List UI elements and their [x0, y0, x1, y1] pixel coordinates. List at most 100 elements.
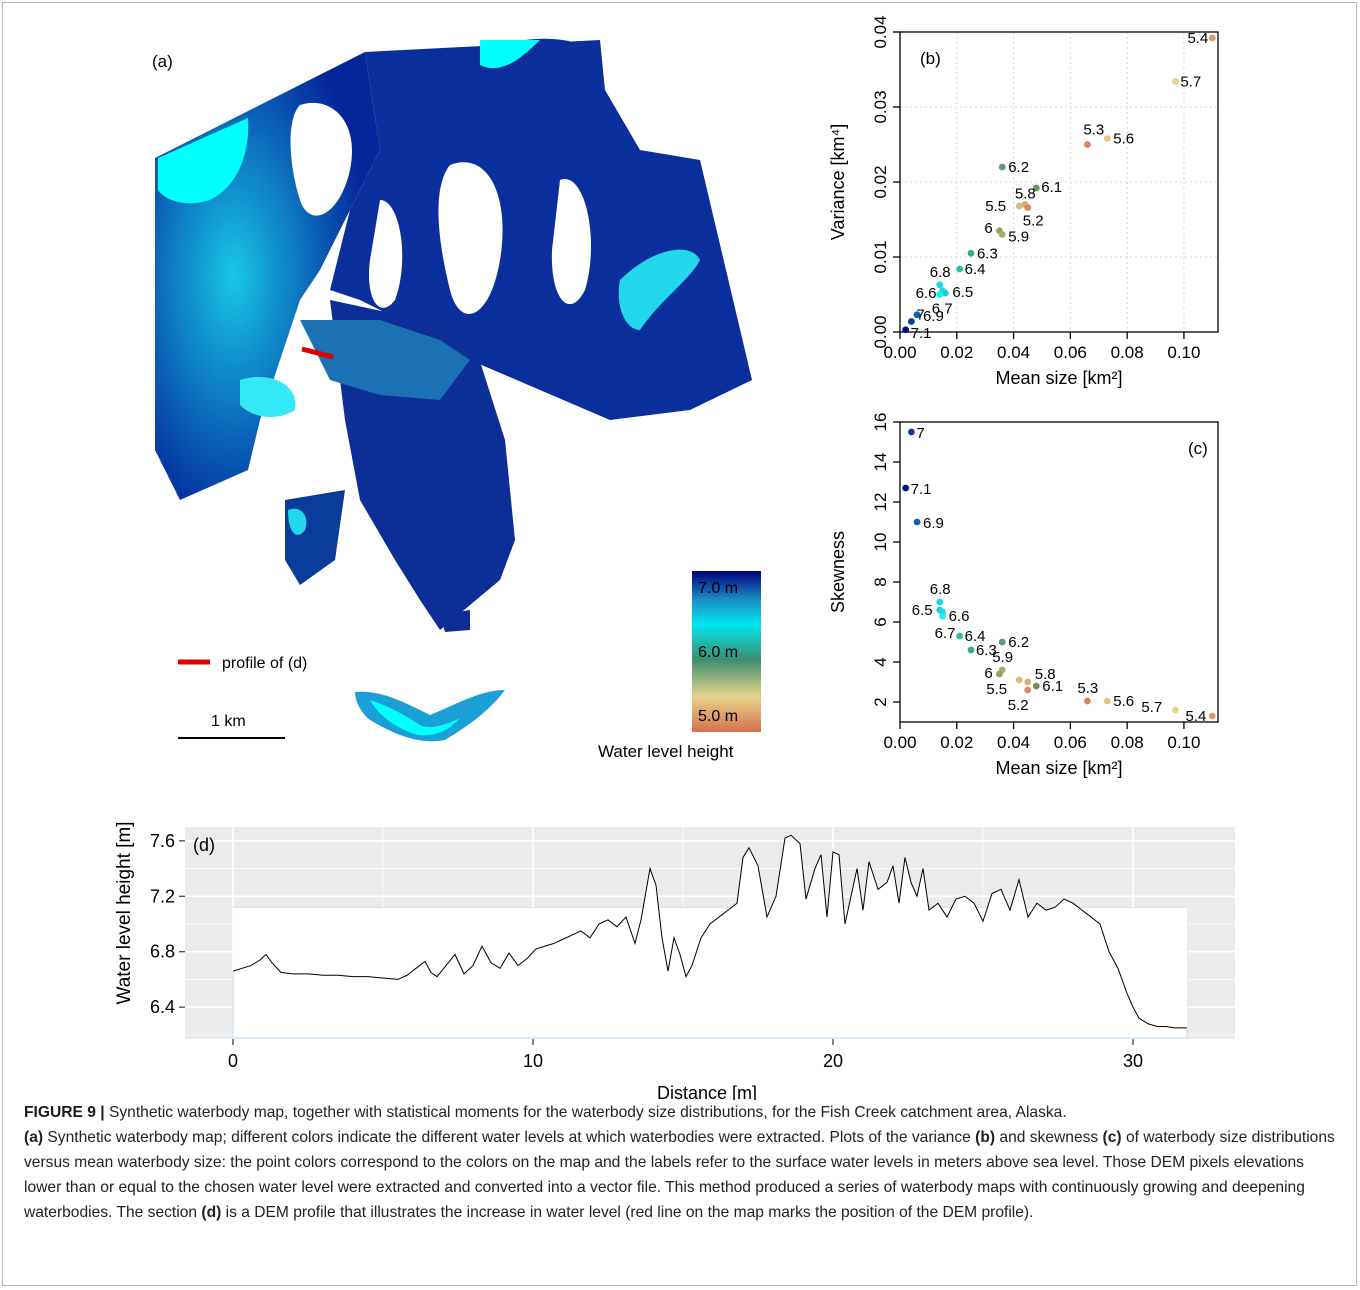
- chart-c-point-label-8: 6.3: [976, 642, 997, 659]
- caption-b-label: (b): [975, 1129, 996, 1146]
- chart-b-point-12: [956, 265, 964, 273]
- chart-b-xtick-label-4: 0.08: [1111, 343, 1144, 362]
- chart-b-point-16: [936, 291, 944, 298]
- profile-xtick-label-1: 10: [523, 1051, 543, 1071]
- chart-c-point-label-11: 6: [984, 665, 992, 682]
- chart-b-point-label-13: 6.8: [930, 264, 951, 281]
- chart-b-point-label-18: 7: [916, 307, 924, 324]
- colorbar-title: Water level height: [598, 742, 734, 761]
- chart-b-point-label-5: 6.1: [1041, 179, 1062, 196]
- chart-b-point-label-17: 6.9: [923, 308, 944, 325]
- caption-d-label: (d): [201, 1204, 222, 1221]
- scale-bar-label: 1 km: [211, 713, 246, 730]
- chart-c-point-15: [1032, 682, 1040, 690]
- chart-b-point-label-9: 6: [984, 220, 992, 237]
- chart-b-point-19: [902, 326, 910, 334]
- chart-b-point-label-7: 5.5: [985, 198, 1006, 215]
- profile-ytick-label-1: 6.8: [150, 942, 175, 962]
- chart-c-point-label-19: 5.4: [1185, 708, 1206, 725]
- chart-c-point-8: [967, 646, 975, 654]
- chart-c-ytick-label-4: 10: [871, 533, 890, 552]
- chart-c-point-label-7: 6.4: [965, 628, 986, 645]
- chart-b-point-17: [913, 311, 921, 319]
- map-dry-land-5: [520, 38, 600, 77]
- caption-a-text: Synthetic waterbody map; different color…: [43, 1129, 976, 1146]
- map-profile-line: [301, 346, 334, 360]
- chart-c-point-17: [1103, 697, 1111, 705]
- map-lake-northwest: [158, 118, 249, 204]
- skewness-scatter-chart: 0.00 0.02 0.04 0.06 0.08 0.10 2 4 6 8 10 12 14 16 Mean…: [828, 413, 1219, 778]
- profile-ytick-label-3: 7.6: [150, 831, 175, 851]
- chart-c-point-label-6: 6.7: [935, 625, 956, 642]
- chart-c-point-label-16: 5.3: [1077, 680, 1098, 697]
- legend-profile-label: profile of (d): [222, 655, 307, 672]
- map-waterbodies: [155, 38, 752, 742]
- chart-b-point-5: [1032, 184, 1040, 192]
- waterbody-map: (a) profile of (d) 1 km 7.0 m 6.0 m 5.0 …: [152, 38, 761, 761]
- chart-c-point-11: [995, 670, 1003, 678]
- colorbar-tick-7m: 7.0 m: [698, 580, 738, 597]
- chart-c-point-3: [936, 598, 944, 606]
- chart-b-point-7: [1015, 202, 1023, 210]
- chart-b-point-15: [942, 289, 949, 297]
- chart-c-point-6: [939, 612, 946, 620]
- profile-ground: [233, 835, 1187, 1039]
- chart-c-point-label-5: 6.6: [949, 608, 970, 625]
- chart-c-point-14: [1024, 686, 1032, 694]
- chart-b-xtick-label-0: 0.00: [883, 343, 916, 362]
- caption-c-label: (c): [1102, 1129, 1122, 1146]
- chart-c-point-13: [1024, 678, 1032, 686]
- chart-b-point-10: [998, 231, 1006, 238]
- caption-d-text: is a DEM profile that illustrates the in…: [221, 1204, 1034, 1221]
- chart-c-point-7: [956, 632, 964, 640]
- profile-xtick-label-3: 30: [1123, 1051, 1143, 1071]
- chart-b-xtick-label-3: 0.06: [1054, 343, 1087, 362]
- chart-b-point-label-12: 6.4: [965, 261, 986, 278]
- figure-caption: FIGURE 9 | Synthetic waterbody map, toge…: [24, 1100, 1339, 1225]
- profile-xtick-label-0: 0: [228, 1051, 238, 1071]
- chart-b-point-label-4: 6.2: [1008, 159, 1029, 176]
- chart-c-point-2: [913, 518, 921, 526]
- chart-b-ytick-label-2: 0.02: [871, 165, 890, 198]
- chart-b-point-label-19: 7.1: [911, 325, 932, 342]
- chart-c-point-label-17: 5.6: [1113, 693, 1134, 710]
- caption-b-text: and skewness: [995, 1129, 1103, 1146]
- chart-b-point-2: [1083, 141, 1091, 148]
- chart-c-ytick-label-6: 14: [871, 453, 890, 472]
- chart-c-ytick-label-5: 12: [871, 493, 890, 512]
- chart-b-point-1: [1172, 78, 1179, 85]
- chart-b-point-label-11: 6.3: [977, 245, 998, 262]
- chart-c-xtick-label-0: 0.00: [883, 733, 916, 752]
- chart-b-ytick-label-4: 0.04: [871, 15, 890, 48]
- chart-c-point-label-1: 7.1: [911, 481, 932, 498]
- chart-c-point-label-12: 5.5: [986, 681, 1007, 698]
- chart-c-ylabel: Skewness: [828, 531, 848, 613]
- chart-b-point-label-15: 6.5: [952, 284, 973, 301]
- chart-c-point-label-18: 5.7: [1141, 699, 1162, 716]
- chart-c-point-label-0: 7: [916, 425, 924, 442]
- chart-c-point-16: [1083, 697, 1091, 705]
- chart-b-point-0: [1208, 34, 1216, 42]
- map-dry-land-2: [438, 162, 503, 314]
- chart-c-xtick-label-2: 0.04: [997, 733, 1030, 752]
- chart-c-point-label-13: 5.8: [1035, 666, 1056, 683]
- colorbar: [692, 571, 761, 732]
- chart-c-xtick-label-1: 0.02: [940, 733, 973, 752]
- map-lake-east: [618, 249, 700, 330]
- map-island-south-light: [370, 700, 460, 736]
- map-dry-land-3: [369, 200, 403, 308]
- chart-c-ytick-label-3: 8: [871, 577, 890, 586]
- chart-b-point-3: [1103, 135, 1111, 142]
- chart-c-ytick-label-2: 6: [871, 617, 890, 626]
- chart-b-ylabel: Variance [km⁴]: [828, 124, 848, 240]
- chart-b-panel-label: (b): [920, 49, 941, 68]
- caption-line1: Synthetic waterbody map, together with s…: [104, 1104, 1067, 1121]
- colorbar-tick-6m: 6.0 m: [698, 644, 738, 661]
- chart-b-ytick-label-0: 0.00: [871, 315, 890, 348]
- chart-c-point-label-9: 6.2: [1008, 634, 1029, 651]
- chart-b-point-18: [907, 318, 915, 325]
- chart-b-ytick-label-1: 0.01: [871, 240, 890, 273]
- map-panel-label: (a): [152, 52, 173, 71]
- chart-b-point-label-8: 5.2: [1023, 213, 1044, 230]
